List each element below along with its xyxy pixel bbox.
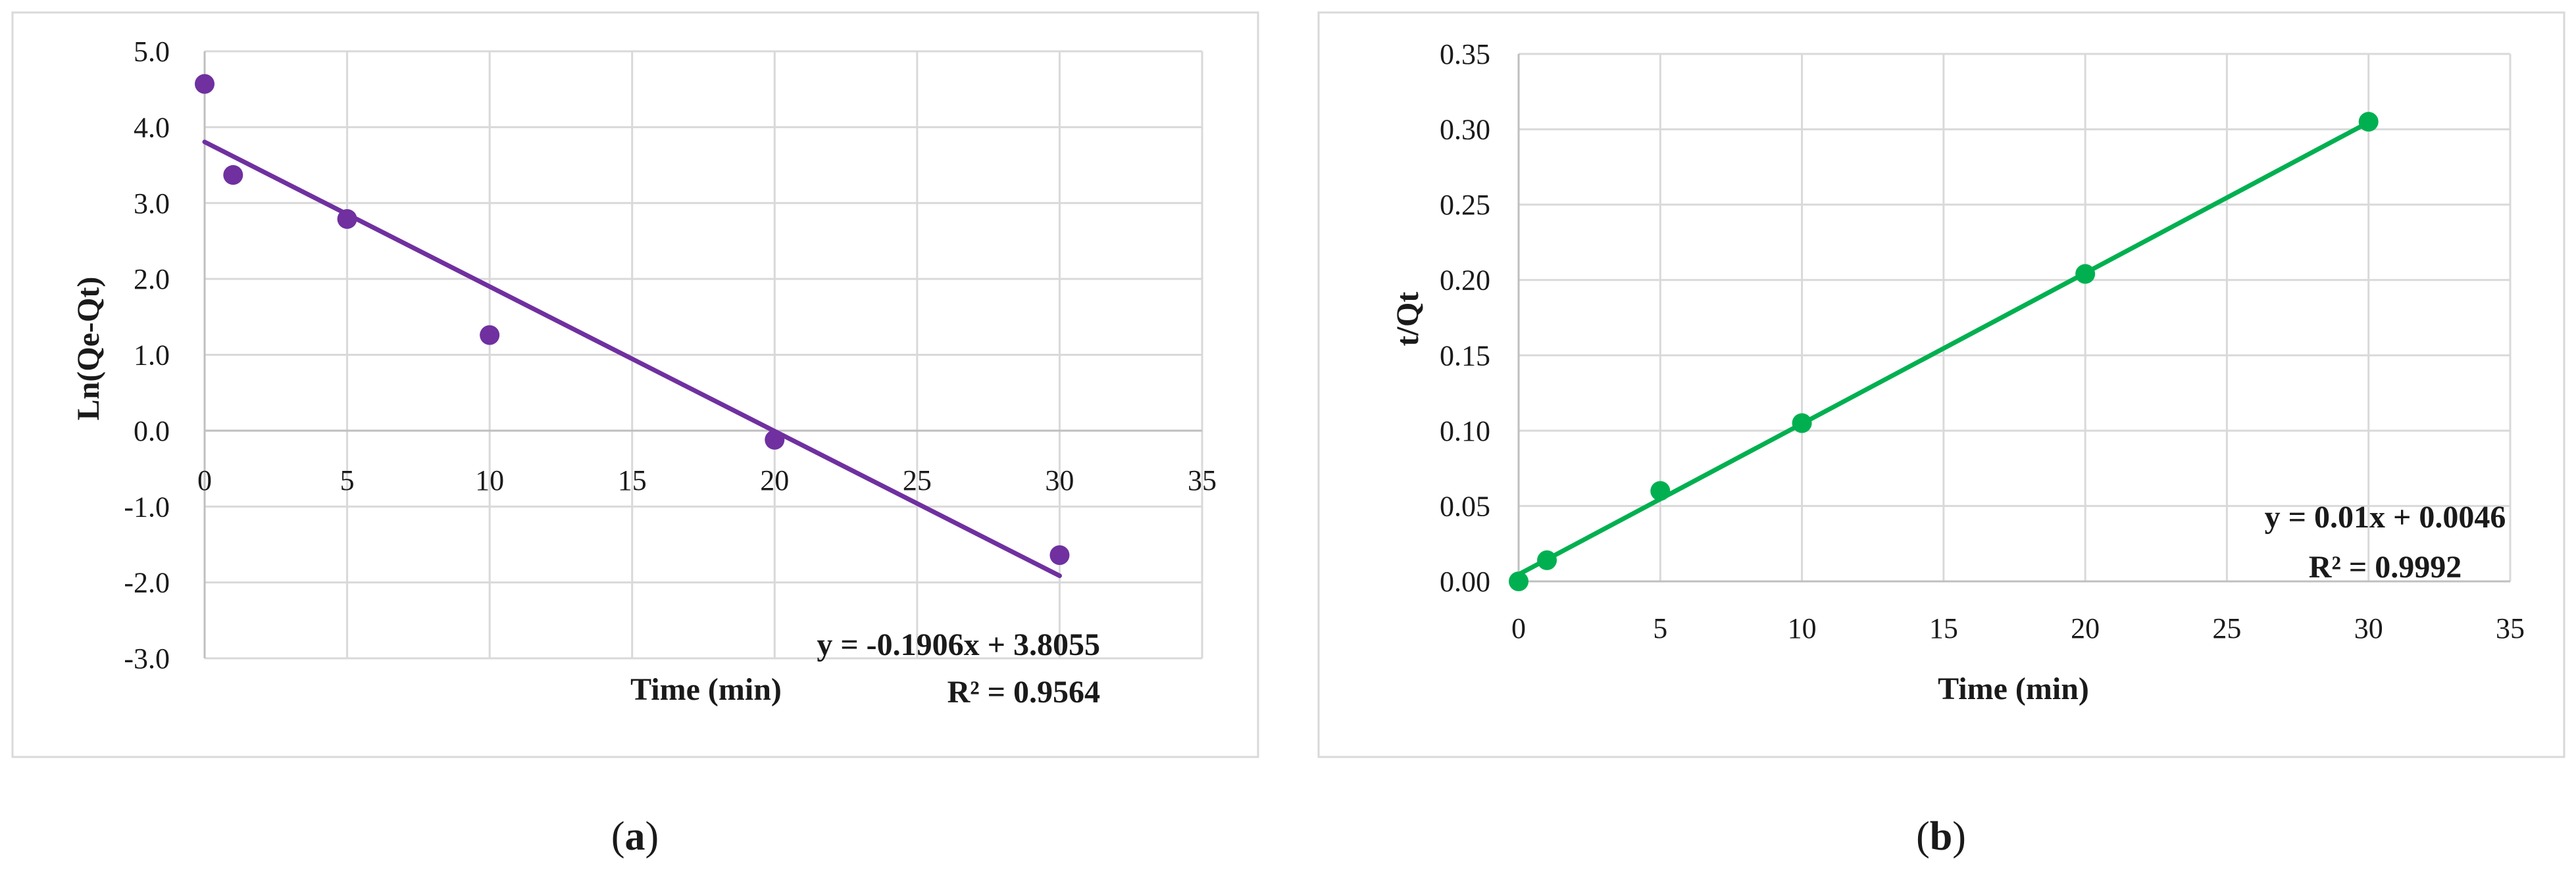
chart-a-data-point xyxy=(195,74,215,94)
chart-a-axes xyxy=(203,51,1202,658)
chart-b-data-point xyxy=(1792,413,1812,433)
chart-b-axes xyxy=(1517,54,2510,583)
chart-b-x-tick-label: 0 xyxy=(1511,612,1526,645)
chart-a-y-tick-labels: 5.0 4.0 3.0 2.0 1.0 0.0 -1.0 -2.0 -3.0 xyxy=(124,36,170,675)
chart-a-x-tick-label: 25 xyxy=(903,464,932,497)
chart-a-y-tick-label: -1.0 xyxy=(124,491,170,523)
chart-a-y-tick-label: -3.0 xyxy=(124,643,170,675)
chart-a-x-tick-label: 20 xyxy=(760,464,789,497)
chart-b-y-tick-label: 0.25 xyxy=(1440,189,1490,221)
chart-a-data-point xyxy=(765,429,785,450)
chart-b-x-tick-label: 25 xyxy=(2212,612,2241,645)
chart-b-x-tick-label: 20 xyxy=(2071,612,2100,645)
panel-label-a: (a) xyxy=(611,814,659,859)
chart-b-r-squared: R² = 0.9992 xyxy=(2309,550,2462,585)
chart-a-y-tick-label: 0.0 xyxy=(134,415,170,447)
chart-b-x-axis-title: Time (min) xyxy=(1938,671,2089,706)
chart-a-gridlines xyxy=(205,50,1203,660)
chart-b-x-tick-label: 35 xyxy=(2496,612,2525,645)
chart-a-data-point xyxy=(480,325,500,345)
chart-b-trendline-equation: y = 0.01x + 0.0046 xyxy=(2265,500,2506,535)
chart-a-y-tick-label: 3.0 xyxy=(134,187,170,220)
chart-a-data-point xyxy=(1049,545,1070,566)
chart-a-x-axis-title: Time (min) xyxy=(630,672,782,707)
chart-b-y-tick-label: 0.15 xyxy=(1440,339,1490,372)
chart-a-x-tick-label: 5 xyxy=(340,464,355,497)
chart-b-y-tick-label: 0.00 xyxy=(1440,566,1490,598)
chart-b-x-tick-labels: 0 5 10 15 20 25 30 35 xyxy=(1511,612,2525,645)
chart-b-gridlines xyxy=(1519,53,2512,581)
chart-a-y-tick-label: -2.0 xyxy=(124,567,170,599)
chart-a-frame xyxy=(11,11,1259,758)
chart-a-x-tick-label: 15 xyxy=(618,464,647,497)
chart-b-data-points xyxy=(1509,112,2379,591)
chart-b-x-tick-label: 5 xyxy=(1653,612,1667,645)
chart-a-x-tick-label: 30 xyxy=(1045,464,1074,497)
chart-b-data-point xyxy=(2075,264,2096,284)
chart-b-data-point xyxy=(1509,572,1528,591)
chart-b-x-tick-label: 15 xyxy=(1929,612,1958,645)
chart-a-y-tick-label: 4.0 xyxy=(134,111,170,143)
chart-a-y-axis-title: Ln(Qe-Qt) xyxy=(71,277,106,421)
chart-b-y-tick-label: 0.35 xyxy=(1440,38,1490,70)
chart-a-data-point xyxy=(223,165,243,185)
panel-b: 0.35 0.30 0.25 0.20 0.15 0.10 0.05 0.00 0 5 10 15 2… xyxy=(1317,11,2565,758)
chart-b-data-point xyxy=(1650,481,1671,501)
chart-b-data-point xyxy=(2358,112,2379,132)
chart-a-x-tick-label: 10 xyxy=(475,464,504,497)
chart-b-data-point xyxy=(1537,550,1557,570)
panel-a: 5.0 4.0 3.0 2.0 1.0 0.0 -1.0 -2.0 -3.0 0 5 10 15 20 2… xyxy=(11,11,1259,758)
panel-label-b: (b) xyxy=(1916,814,1966,859)
chart-b-x-tick-label: 10 xyxy=(1788,612,1817,645)
chart-a-x-tick-label: 0 xyxy=(197,464,212,497)
chart-a-x-tick-label: 35 xyxy=(1188,464,1217,497)
chart-b-y-tick-label: 0.30 xyxy=(1440,114,1490,146)
chart-a-r-squared: R² = 0.9564 xyxy=(947,675,1100,710)
chart-b-y-tick-label: 0.05 xyxy=(1440,490,1490,522)
chart-b-x-tick-label: 30 xyxy=(2354,612,2383,645)
chart-a-y-tick-label: 1.0 xyxy=(134,339,170,372)
chart-b-y-axis-title: t/Qt xyxy=(1390,292,1425,347)
chart-a-y-tick-label: 5.0 xyxy=(134,36,170,68)
chart-a-x-tick-labels: 0 5 10 15 20 25 30 35 xyxy=(197,464,1217,497)
chart-b-y-tick-label: 0.10 xyxy=(1440,415,1490,447)
chart-a-y-tick-label: 2.0 xyxy=(134,263,170,295)
chart-a-data-point xyxy=(337,208,357,229)
chart-b-y-tick-label: 0.20 xyxy=(1440,264,1490,297)
chart-a-trendline-equation: y = -0.1906x + 3.8055 xyxy=(817,627,1100,662)
chart-a-data-points xyxy=(195,74,1070,566)
chart-b-y-tick-labels: 0.35 0.30 0.25 0.20 0.15 0.10 0.05 0.00 xyxy=(1440,38,1490,598)
chart-b-frame xyxy=(1317,11,2565,758)
